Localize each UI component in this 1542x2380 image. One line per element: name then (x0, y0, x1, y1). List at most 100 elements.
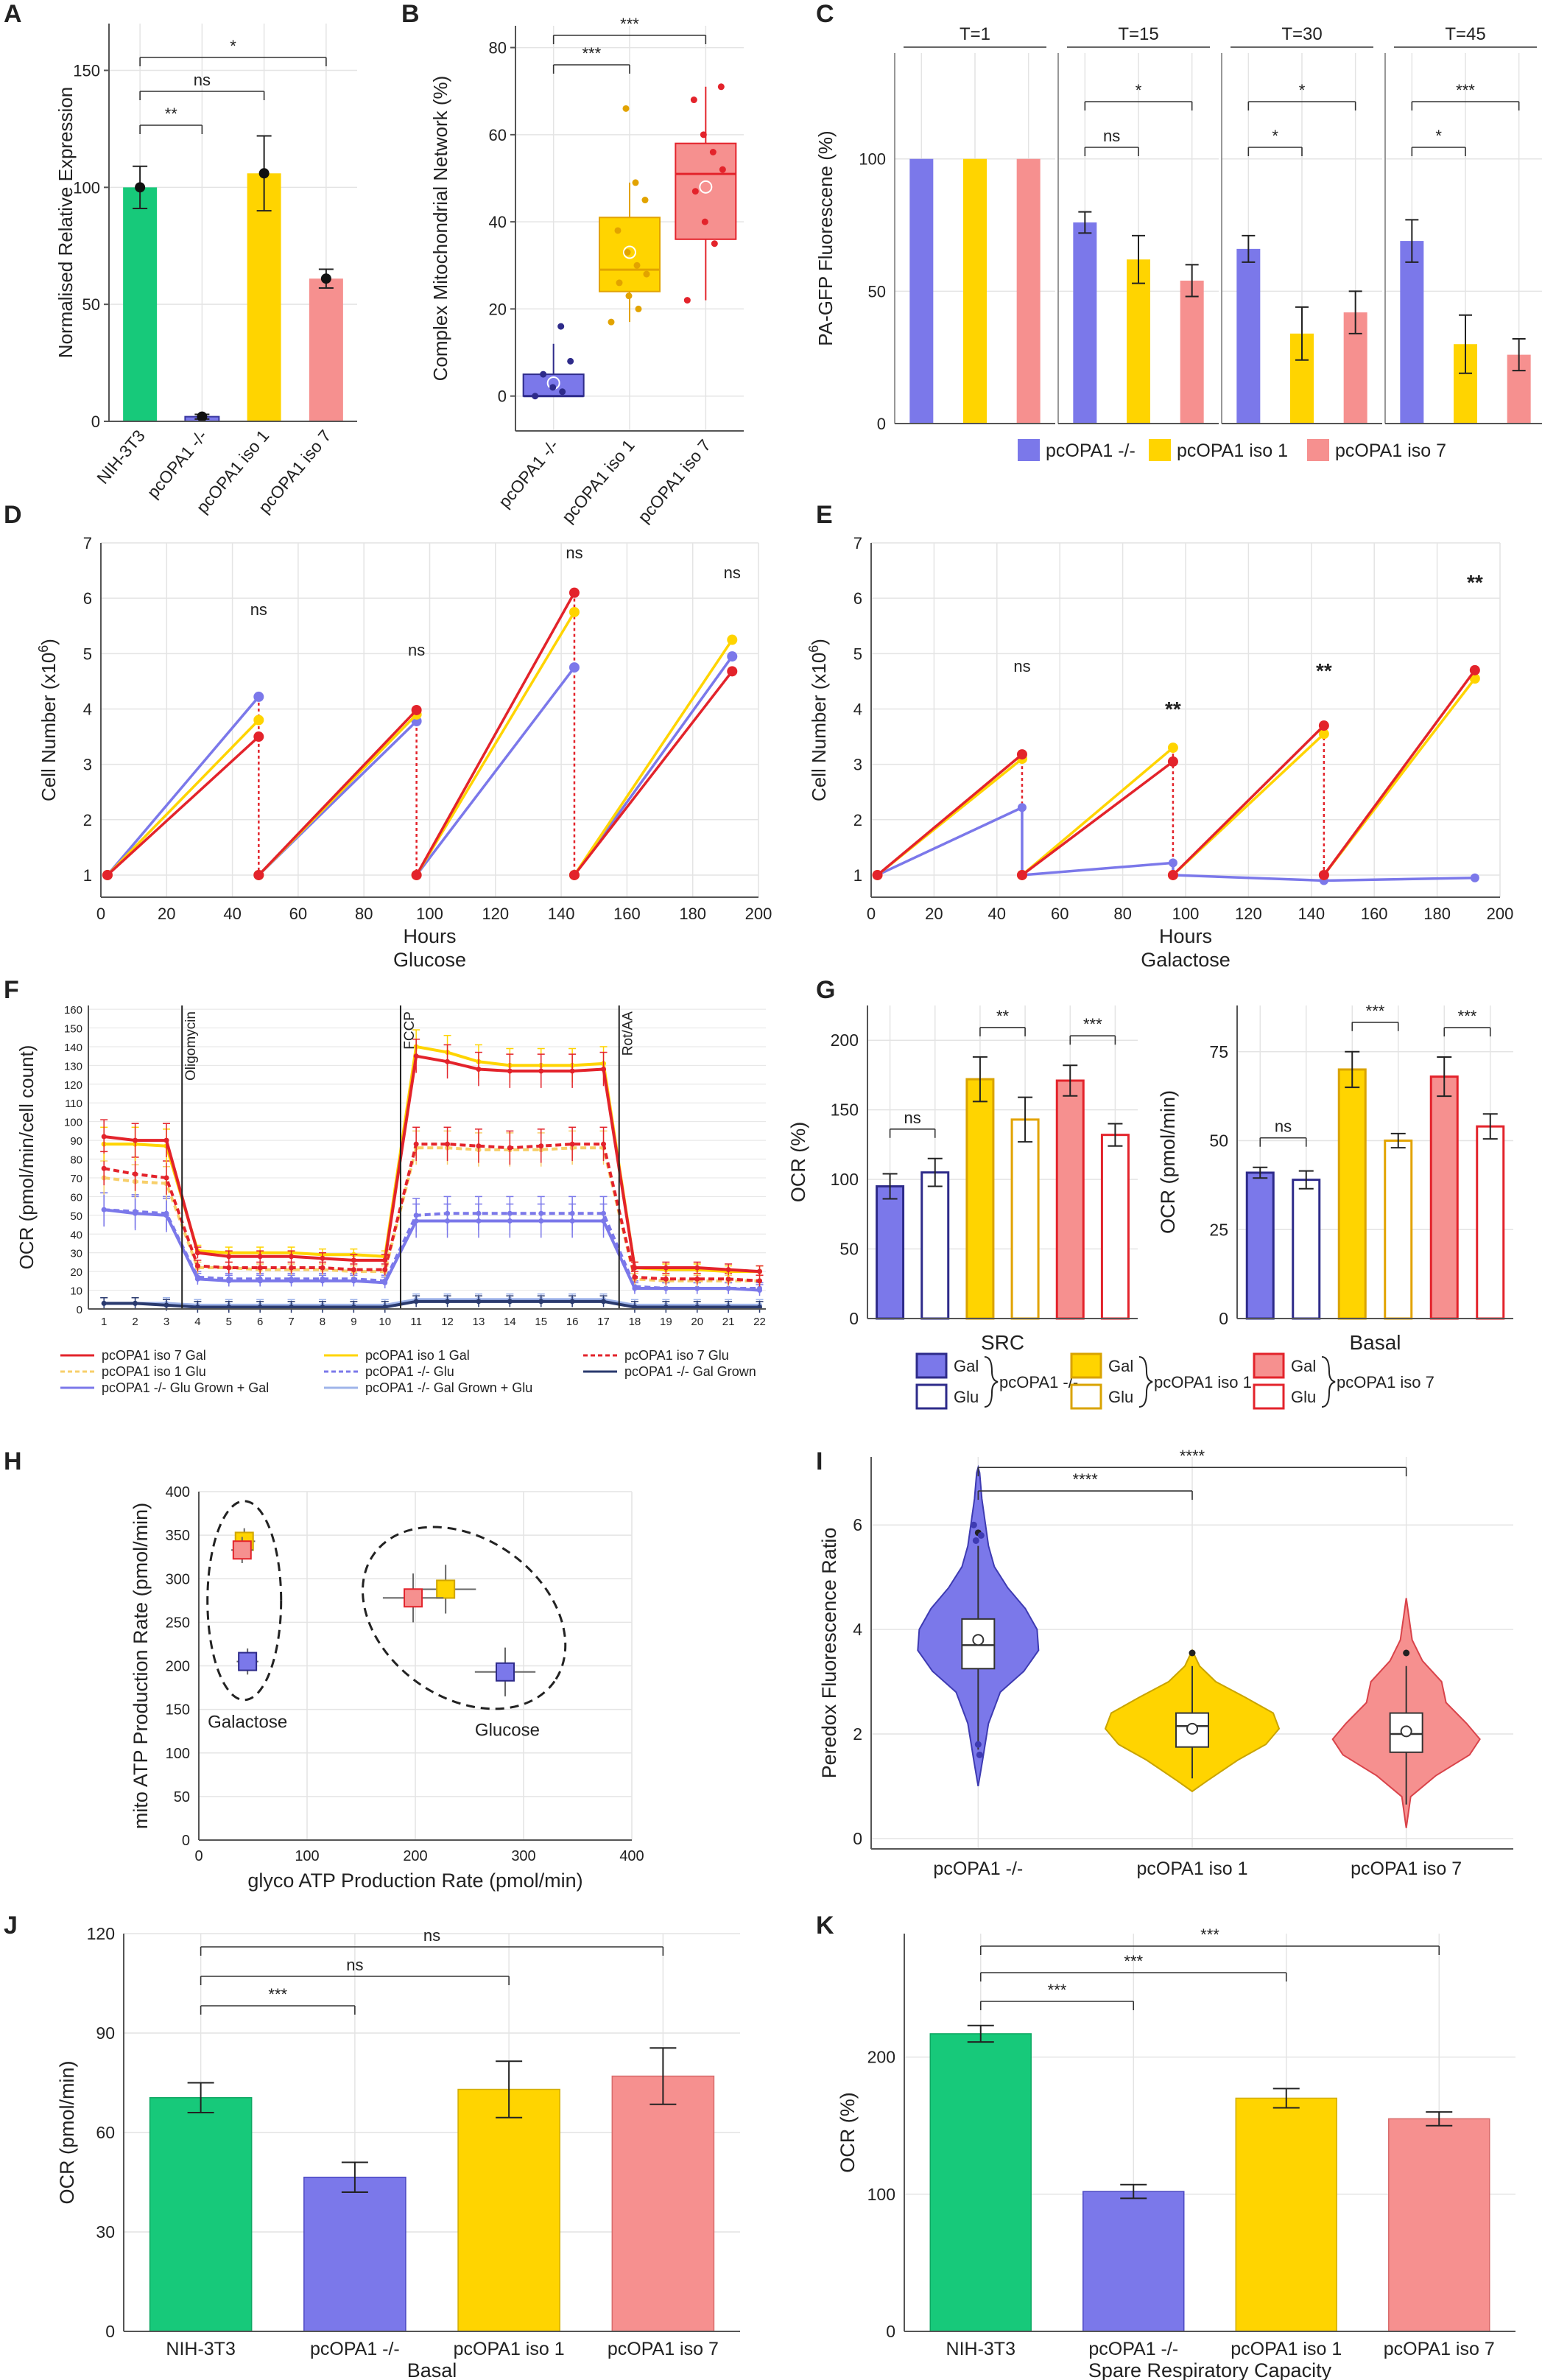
bar-NIH-3T3 (149, 2097, 253, 2332)
growth-line-pcOPA1-iso-7 (1323, 669, 1476, 876)
data-point-marker (413, 1212, 419, 1218)
bar-gal-iso1 (965, 1078, 995, 1320)
data-point-marker (683, 297, 691, 304)
data-point-marker (101, 1165, 107, 1171)
data-point-marker (725, 1267, 731, 1273)
significance-label: **** (1180, 1447, 1205, 1465)
legend-group-label: pcOPA1 iso 1 (1154, 1373, 1252, 1391)
y-axis-title: OCR (%) (837, 2092, 859, 2173)
data-point-marker (538, 1143, 544, 1149)
data-point-marker (226, 1276, 232, 1282)
legend-swatch-gal (1070, 1352, 1102, 1379)
data-point-marker (289, 1254, 295, 1260)
bar-glu-iso1 (1384, 1140, 1413, 1320)
x-tick-label: 12 (441, 1316, 454, 1328)
growth-line-pcOPA1-iso-1 (1021, 746, 1175, 877)
outlier-point (970, 1521, 977, 1528)
y-tick-label: 4 (83, 700, 92, 718)
cluster-label: Glucose (475, 1720, 540, 1740)
scatter-point-pcOPA1---- (496, 1662, 515, 1682)
y-axis-title-superscript: 6 (36, 645, 51, 653)
growth-line-pcOPA1-iso-1 (106, 719, 260, 877)
y-tick-label: 40 (489, 213, 507, 231)
y-tick-label: 0 (182, 1833, 190, 1849)
y-tick-label: 2 (83, 811, 92, 829)
panel-letter-G: G (816, 976, 835, 1004)
trace-pcOPA1-iso-1-Glu (103, 1146, 760, 1282)
y-tick-label: 150 (64, 1023, 82, 1036)
panel-letter-I: I (816, 1447, 823, 1475)
growth-line-pcOPA1-iso-7 (258, 709, 418, 877)
data-point-marker (538, 1068, 544, 1074)
x-tick-label: 200 (1487, 905, 1514, 923)
legend-label: pcOPA1 -/- Glu Grown + Gal (102, 1380, 269, 1395)
y-tick-label: 140 (64, 1042, 82, 1054)
x-tick-label: 13 (473, 1316, 485, 1328)
x-axis-title: Hours (403, 925, 456, 947)
box-mean-marker (1400, 1725, 1412, 1738)
data-point-marker (569, 1068, 575, 1074)
legend-brace (1321, 1356, 1336, 1408)
data-point-marker (608, 318, 615, 326)
x-tick-label: 80 (1113, 905, 1131, 923)
legend-label: pcOPA1 iso 7 (1335, 440, 1446, 461)
y-tick-label: 200 (166, 1659, 190, 1675)
y-axis-title: mito ATP Production Rate (pmol/min) (130, 1503, 152, 1829)
y-axis-title: OCR (pmol/min) (1157, 1090, 1179, 1234)
significance-label: ** (1165, 698, 1181, 720)
legend-label: pcOPA1 iso 1 Gal (365, 1348, 470, 1363)
significance-label: *** (1456, 81, 1475, 99)
x-tick-label: pcOPA1 iso 1 (1231, 2339, 1342, 2359)
legend-label: Gal (954, 1357, 979, 1375)
data-point-marker (194, 1250, 200, 1256)
y-tick-label: 100 (73, 178, 100, 197)
significance-label: ** (1467, 571, 1483, 594)
significance-label: ns (1275, 1117, 1292, 1136)
data-point-marker (633, 261, 641, 269)
y-axis-title: OCR (pmol/min/cell count) (15, 1045, 38, 1270)
legend-swatch (1149, 439, 1171, 461)
x-tick-label: 160 (1361, 905, 1388, 923)
data-point-marker (1318, 720, 1329, 731)
data-point-marker (1016, 749, 1027, 760)
y-tick-label: 0 (498, 387, 507, 406)
y-tick-label: 40 (70, 1229, 82, 1241)
facet-title: T=45 (1445, 24, 1485, 44)
x-tick-label: 14 (504, 1316, 516, 1328)
data-point-marker (351, 1267, 356, 1273)
growth-line-pcOPA1-iso-7 (876, 753, 1024, 877)
data-point-marker (641, 197, 649, 204)
data-point-marker (614, 227, 622, 234)
y-tick-label: 20 (70, 1266, 82, 1279)
y-tick-label: 7 (83, 534, 92, 552)
y-tick-label: 3 (83, 756, 92, 774)
data-point-marker (320, 1276, 325, 1282)
growth-line-pcOPA1-iso-7 (415, 592, 576, 876)
y-tick-label: 6 (853, 589, 862, 608)
legend-label: pcOPA1 iso 7 Gal (102, 1348, 206, 1363)
bar-pcOPA1-iso-1 (963, 158, 987, 424)
significance-label: ns (724, 564, 741, 582)
bar-gal-ko (1245, 1171, 1275, 1320)
legend-swatch-gal (1253, 1352, 1285, 1379)
legend-group-label: pcOPA1 iso 7 (1337, 1373, 1434, 1391)
data-point-marker (624, 249, 631, 256)
data-point-marker (413, 1053, 419, 1059)
x-tick-label: 100 (295, 1848, 319, 1864)
x-axis-title: glyco ATP Production Rate (pmol/min) (247, 1870, 582, 1892)
y-axis-title: Cell Number (x106) (36, 639, 60, 801)
trace-pcOPA1-----Gal-Grown---Glu (104, 1298, 760, 1307)
y-tick-label: 50 (70, 1210, 82, 1223)
data-point-marker (226, 1265, 232, 1271)
y-tick-label: 350 (166, 1528, 190, 1544)
x-tick-label: NIH-3T3 (93, 426, 149, 488)
y-tick-label: 4 (853, 700, 862, 718)
y-axis-title-superscript: 6 (806, 645, 821, 653)
y-tick-label: 50 (82, 295, 100, 314)
significance-label: ns (904, 1109, 921, 1127)
bar-pcOPA1-iso-1 (1235, 2097, 1337, 2332)
x-tick-label: pcOPA1 -/- (1088, 2339, 1178, 2359)
panel-letter-A: A (4, 0, 22, 28)
data-point-marker (102, 869, 113, 880)
x-tick-label: pcOPA1 iso 1 (558, 436, 638, 527)
